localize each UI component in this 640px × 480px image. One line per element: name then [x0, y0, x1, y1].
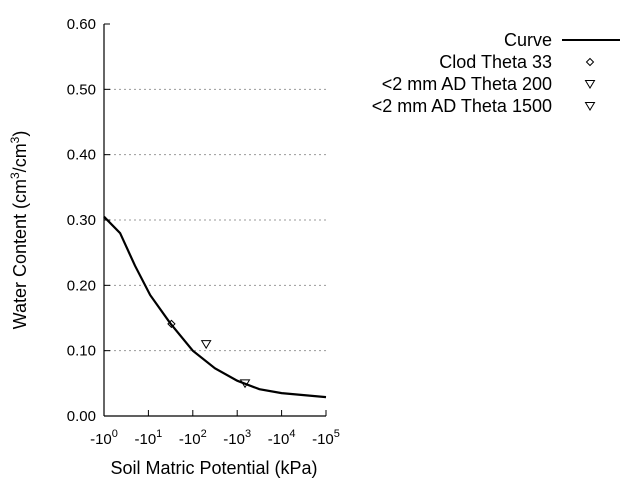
x-tick-label: -105 [312, 428, 340, 448]
legend-label: <2 mm AD Theta 1500 [372, 96, 552, 116]
data-point [200, 340, 212, 350]
legend-marker-swatch [584, 102, 596, 111]
y-tick-label: 0.10 [67, 343, 96, 360]
y-tick-label: 0.60 [67, 16, 96, 33]
x-tick-label: -102 [179, 428, 207, 448]
x-tick-label: -101 [134, 428, 162, 448]
x-tick-label: -103 [223, 428, 251, 448]
legend-label: Curve [504, 30, 552, 50]
y-tick-label: 0.00 [67, 408, 96, 425]
x-tick-label: -100 [90, 428, 118, 448]
x-tick-label: -104 [268, 428, 296, 448]
y-tick-label: 0.40 [67, 147, 96, 164]
data-point [239, 379, 251, 389]
x-axis-label: Soil Matric Potential (kPa) [110, 458, 317, 478]
y-tick-label: 0.30 [67, 212, 96, 229]
y-tick-label: 0.50 [67, 81, 96, 98]
y-tick-label: 0.20 [67, 277, 96, 294]
data-point [167, 319, 176, 329]
legend-marker-swatch [584, 80, 596, 89]
legend-label: <2 mm AD Theta 200 [382, 74, 552, 94]
curve-line [103, 215, 327, 399]
y-axis-label: Water Content (cm3/cm3) [8, 131, 30, 330]
legend-marker-swatch [585, 57, 595, 67]
legend-label: Clod Theta 33 [439, 52, 552, 72]
